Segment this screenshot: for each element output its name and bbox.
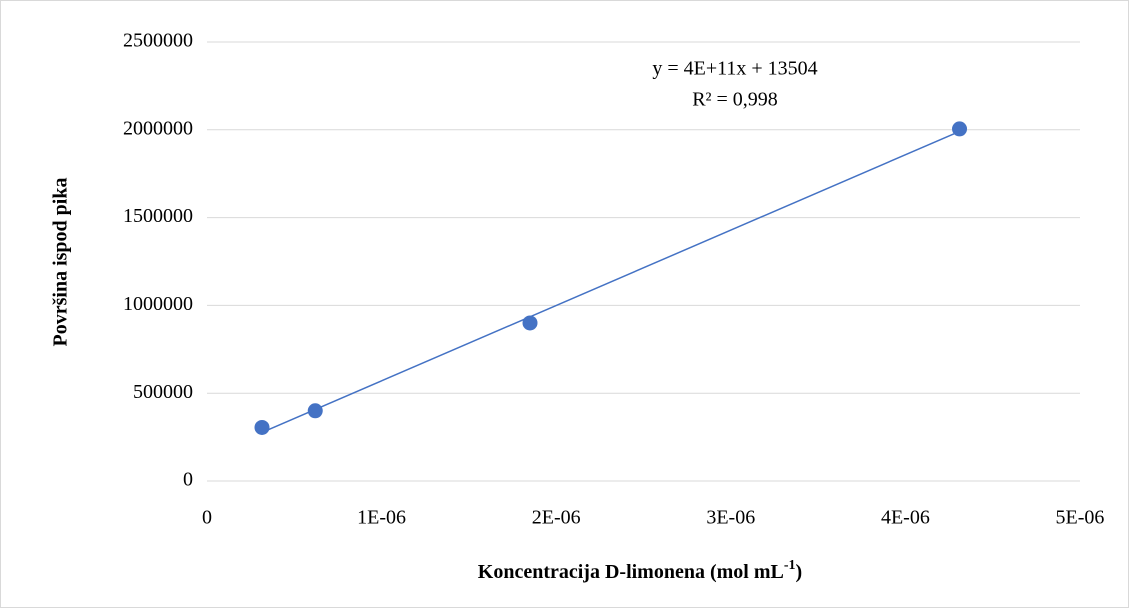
x-tick-label: 1E-06 <box>357 507 406 529</box>
y-tick-label: 0 <box>183 469 193 491</box>
y-tick-label: 2000000 <box>123 117 193 139</box>
y-tick-label: 1500000 <box>123 205 193 227</box>
x-tick-label: 3E-06 <box>706 507 755 529</box>
trendline <box>261 130 960 434</box>
x-tick-label: 5E-06 <box>1056 507 1105 529</box>
x-tick-label: 0 <box>202 507 212 529</box>
x-tick-label: 4E-06 <box>881 507 930 529</box>
point <box>254 419 270 435</box>
y-axis-label: Površina ispod pika <box>50 178 72 347</box>
point <box>307 403 323 419</box>
y-tick-label: 2500000 <box>123 30 193 52</box>
x-tick-label: 2E-06 <box>532 507 581 529</box>
r-squared: R² = 0,998 <box>692 89 778 111</box>
y-tick-label: 1000000 <box>123 293 193 315</box>
x-axis-label: Koncentracija D-limonena (mol mL-1) <box>478 558 802 582</box>
equation: y = 4E+11x + 13504 <box>652 58 817 80</box>
point <box>952 121 968 137</box>
point <box>522 315 538 331</box>
y-tick-label: 500000 <box>133 381 193 403</box>
